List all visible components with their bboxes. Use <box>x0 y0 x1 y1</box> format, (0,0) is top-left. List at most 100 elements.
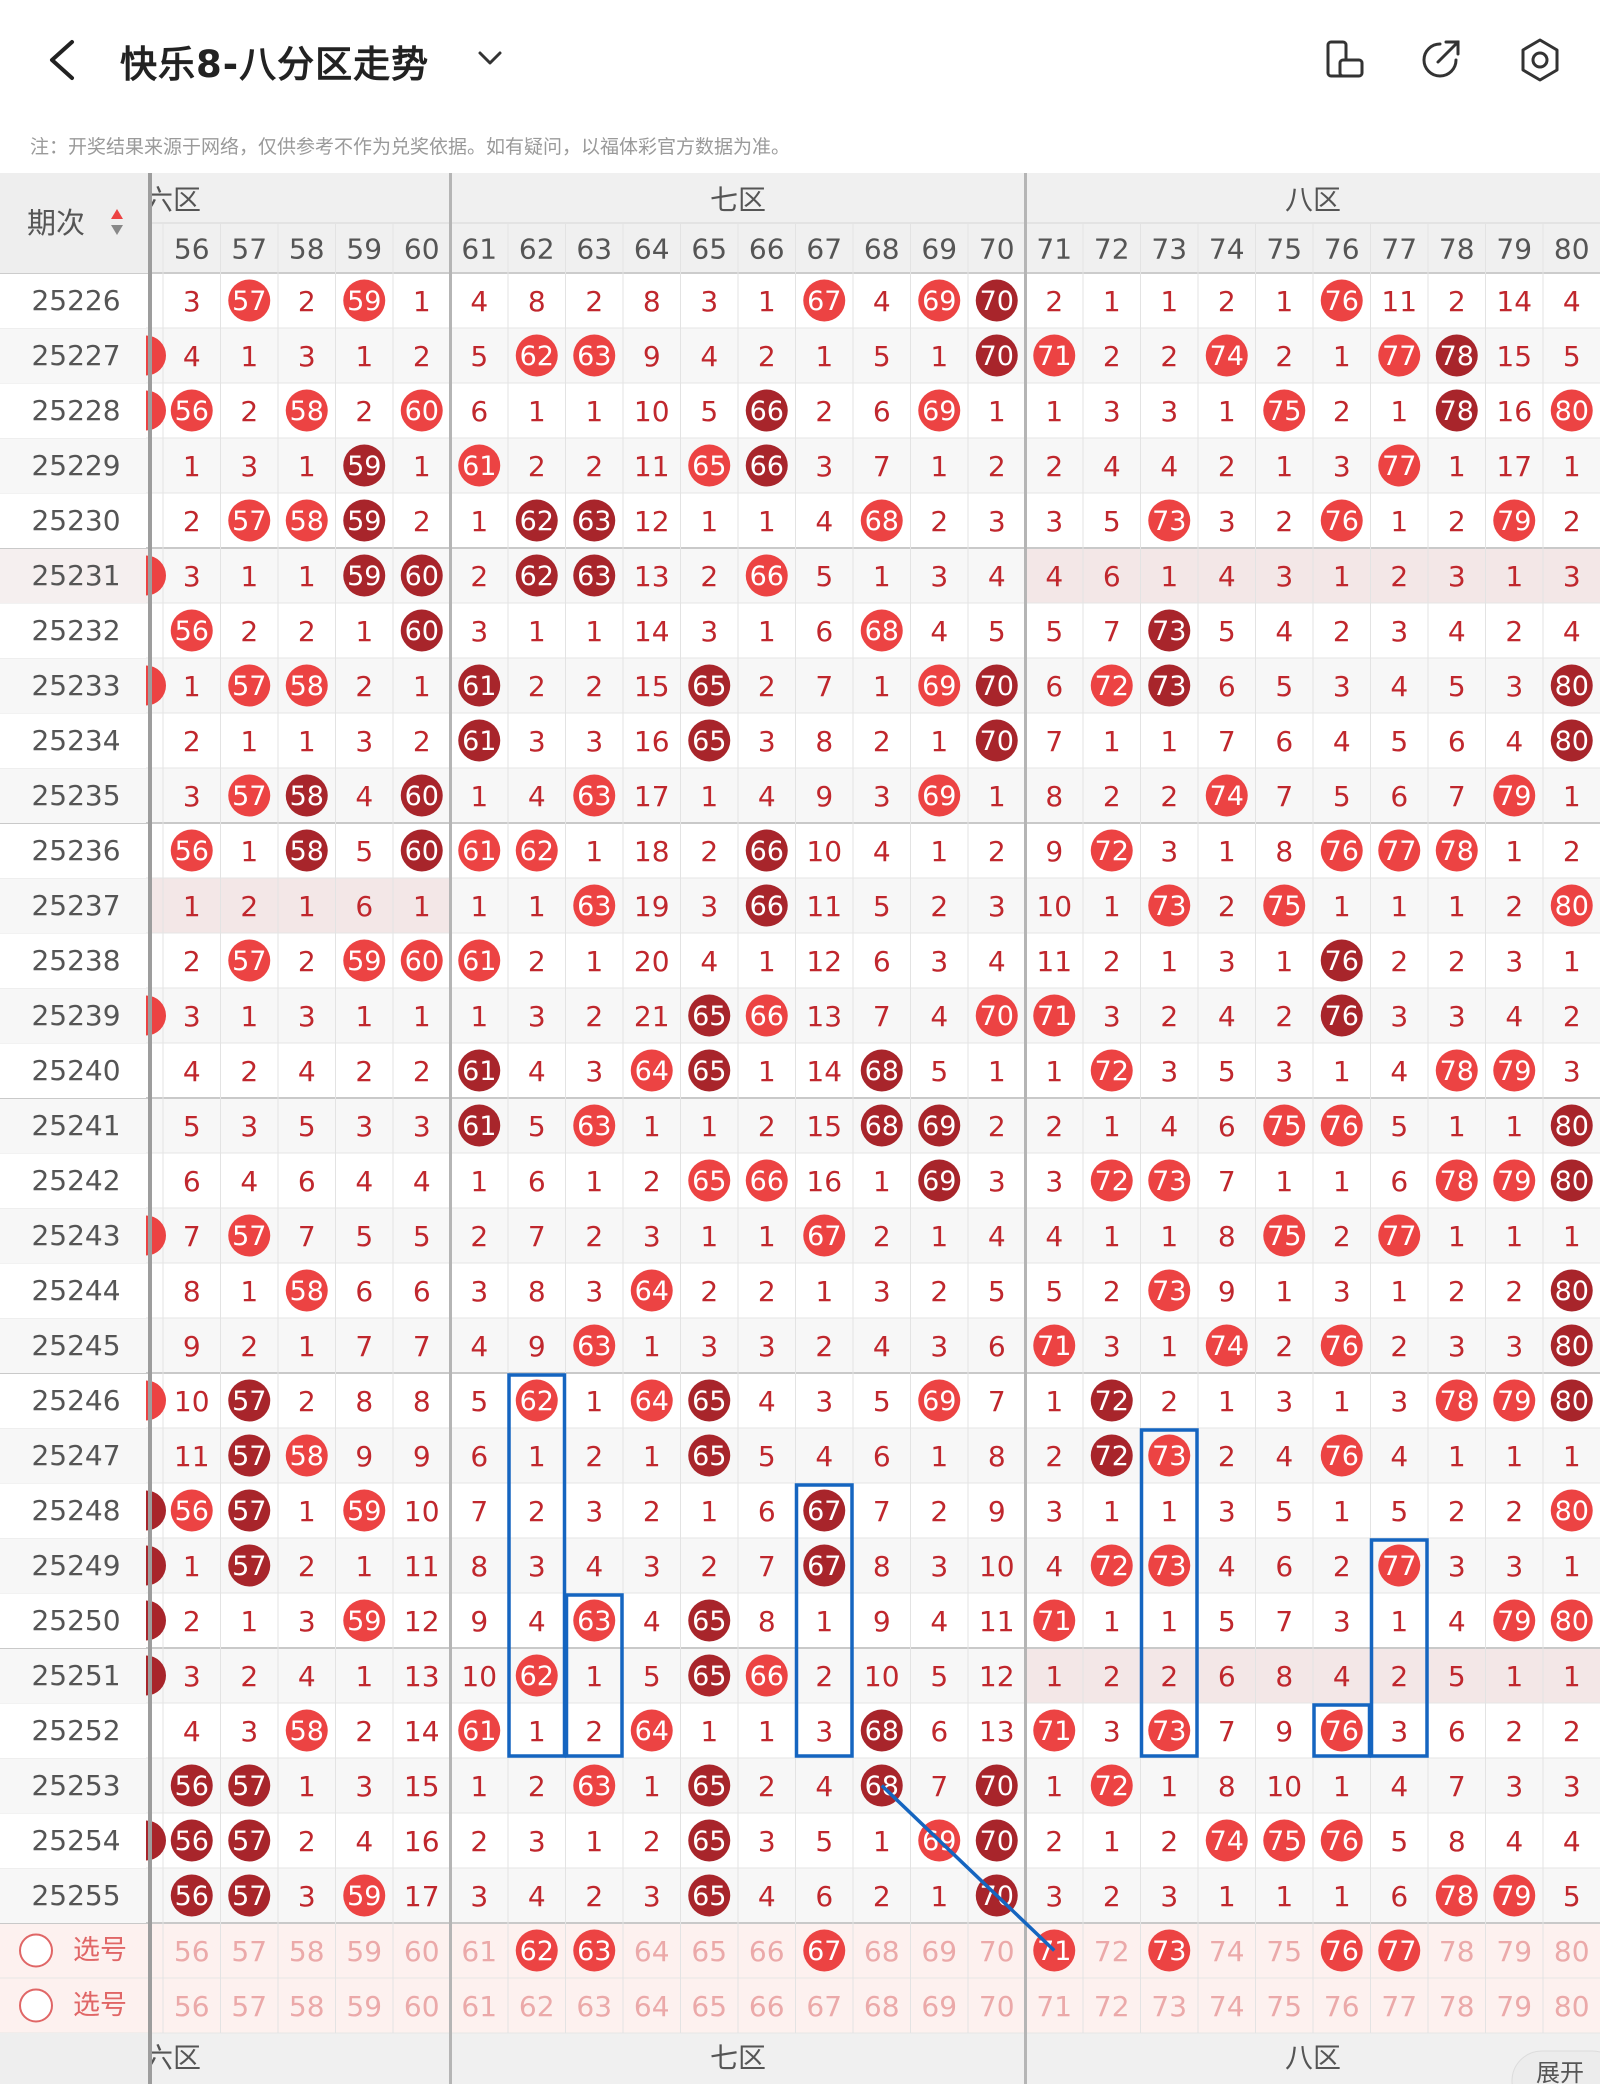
miss-count: 1 <box>240 835 258 868</box>
select-number[interactable]: 62 <box>519 1990 555 2023</box>
miss-count: 1 <box>700 780 718 813</box>
miss-count: 3 <box>1448 1550 1466 1583</box>
select-number[interactable]: 60 <box>404 1935 440 1968</box>
rotate-screen-icon[interactable] <box>1320 36 1368 84</box>
miss-count: 8 <box>528 285 546 318</box>
miss-count: 3 <box>528 1550 546 1583</box>
sort-up-icon[interactable] <box>111 209 123 219</box>
miss-count: 3 <box>1218 945 1236 978</box>
miss-count: 8 <box>1218 1770 1236 1803</box>
ball-number: 62 <box>520 1386 554 1417</box>
number-ball <box>1378 829 1421 872</box>
picked-ball[interactable] <box>1320 1929 1363 1972</box>
expand-button[interactable] <box>1511 2050 1600 2084</box>
number-ball <box>688 444 731 487</box>
picked-ball[interactable] <box>803 1929 846 1972</box>
chevron-down-icon[interactable] <box>475 46 505 70</box>
picked-ball-number: 67 <box>807 1936 841 1967</box>
select-number[interactable]: 61 <box>461 1935 497 1968</box>
select-number[interactable]: 67 <box>806 1990 842 2023</box>
select-number[interactable]: 69 <box>921 1935 957 1968</box>
ball-number: 66 <box>750 1166 784 1197</box>
select-number[interactable]: 57 <box>231 1935 267 1968</box>
miss-count: 2 <box>1563 1715 1581 1748</box>
select-number[interactable]: 66 <box>749 1990 785 2023</box>
select-number[interactable]: 64 <box>634 1990 670 2023</box>
picked-ball[interactable] <box>1378 1929 1421 1972</box>
miss-count: 6 <box>470 395 488 428</box>
select-number[interactable]: 78 <box>1439 1990 1475 2023</box>
select-number[interactable]: 63 <box>576 1990 612 2023</box>
select-number[interactable]: 75 <box>1266 1935 1302 1968</box>
column-header-76: 76 <box>1324 233 1360 266</box>
miss-count: 3 <box>528 725 546 758</box>
select-number[interactable]: 80 <box>1554 1935 1590 1968</box>
page-title: 快乐8-八分区走势 <box>120 43 430 86</box>
picked-ball[interactable] <box>1148 1929 1191 1972</box>
column-header-60: 60 <box>404 233 440 266</box>
select-number[interactable]: 68 <box>864 1935 900 1968</box>
miss-count: 4 <box>1218 1550 1236 1583</box>
select-number[interactable]: 72 <box>1094 1990 1130 2023</box>
select-number[interactable]: 77 <box>1381 1990 1417 2023</box>
period-cell-bg <box>0 1649 146 1703</box>
number-ball <box>918 389 961 432</box>
miss-count: 1 <box>1448 450 1466 483</box>
select-number[interactable]: 64 <box>634 1935 670 1968</box>
number-ball <box>918 664 961 707</box>
miss-count: 14 <box>634 615 670 648</box>
number-ball <box>918 1159 961 1202</box>
select-number[interactable]: 57 <box>231 1990 267 2023</box>
period-cell-bg <box>0 769 146 823</box>
miss-count: 11 <box>174 1440 210 1473</box>
select-number[interactable]: 78 <box>1439 1935 1475 1968</box>
number-ball <box>745 1159 788 1202</box>
select-number[interactable]: 80 <box>1554 1990 1590 2023</box>
select-radio[interactable] <box>19 1988 53 2023</box>
number-ball <box>1148 499 1191 542</box>
back-arrow-icon[interactable] <box>42 36 82 84</box>
select-number[interactable]: 75 <box>1266 1990 1302 2023</box>
select-number[interactable]: 59 <box>346 1990 382 2023</box>
miss-count: 4 <box>1045 1220 1063 1253</box>
settings-icon[interactable] <box>1516 36 1564 84</box>
picked-ball[interactable] <box>573 1929 616 1972</box>
select-number[interactable]: 70 <box>979 1935 1015 1968</box>
ball-number: 65 <box>692 1056 726 1087</box>
select-number[interactable]: 56 <box>174 1990 210 2023</box>
picked-ball[interactable] <box>515 1929 558 1972</box>
select-number[interactable]: 56 <box>174 1935 210 1968</box>
miss-count: 3 <box>585 1275 603 1308</box>
miss-count: 8 <box>470 1550 488 1583</box>
select-number[interactable]: 68 <box>864 1990 900 2023</box>
share-icon[interactable] <box>1416 36 1464 84</box>
select-number[interactable]: 72 <box>1094 1935 1130 1968</box>
select-number[interactable]: 76 <box>1324 1990 1360 2023</box>
sort-down-icon[interactable] <box>111 225 123 235</box>
select-number[interactable]: 60 <box>404 1990 440 2023</box>
miss-count: 2 <box>1160 1660 1178 1693</box>
select-number[interactable]: 58 <box>289 1990 325 2023</box>
number-ball <box>688 1049 731 1092</box>
select-number[interactable]: 74 <box>1209 1935 1245 1968</box>
select-number[interactable]: 58 <box>289 1935 325 1968</box>
select-number[interactable]: 66 <box>749 1935 785 1968</box>
select-number[interactable]: 74 <box>1209 1990 1245 2023</box>
select-number[interactable]: 59 <box>346 1935 382 1968</box>
select-radio[interactable] <box>19 1933 53 1968</box>
select-number[interactable]: 69 <box>921 1990 957 2023</box>
select-number[interactable]: 79 <box>1496 1935 1532 1968</box>
ball-number: 61 <box>462 671 496 702</box>
select-number[interactable]: 61 <box>461 1990 497 2023</box>
select-number[interactable]: 65 <box>691 1935 727 1968</box>
ball-number: 72 <box>1095 1166 1129 1197</box>
select-number[interactable]: 73 <box>1151 1990 1187 2023</box>
number-ball <box>1550 1489 1593 1532</box>
select-number[interactable]: 71 <box>1036 1990 1072 2023</box>
select-number[interactable]: 65 <box>691 1990 727 2023</box>
period-cell: 25240 <box>31 1054 120 1087</box>
select-number[interactable]: 70 <box>979 1990 1015 2023</box>
highlight-box <box>1312 1703 1372 1758</box>
miss-count: 4 <box>1333 1660 1351 1693</box>
select-number[interactable]: 79 <box>1496 1990 1532 2023</box>
